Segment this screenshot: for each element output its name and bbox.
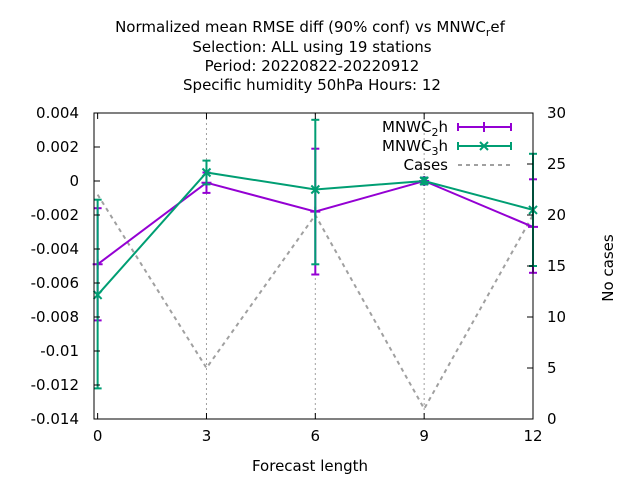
y2-axis-label: No cases	[599, 234, 617, 302]
legend-label-subscript: 2	[431, 126, 438, 139]
x-tick-label: 6	[311, 427, 321, 445]
y2-tick-label: 25	[547, 155, 566, 173]
x-tick-label: 9	[419, 427, 429, 445]
title-ref-subscript: r	[486, 26, 491, 39]
y2-tick-label: 5	[547, 359, 557, 377]
y-tick-label: 0.004	[36, 104, 79, 122]
title-line-3: Period: 20220822-20220912	[205, 57, 420, 75]
legend-label-base: MNWC	[382, 118, 431, 136]
legend-label-subscript: 3	[431, 145, 438, 158]
legend-label-base: MNWC	[382, 137, 431, 155]
y2-tick-label: 20	[547, 206, 566, 224]
y-tick-label: 0	[69, 172, 79, 190]
title-ref-tail: ef	[490, 18, 505, 36]
x-tick-label: 12	[523, 427, 542, 445]
y-tick-label: -0.002	[31, 206, 79, 224]
axes: 0 3 6 9 12 0.004 0.002 0 -0.002 -0.004 -0.006 -0.00…	[31, 104, 566, 445]
y-tick-label: -0.004	[31, 240, 79, 258]
y-tick-label: -0.008	[31, 308, 79, 326]
legend-label-tail: h	[438, 118, 448, 136]
data-point	[419, 176, 429, 186]
data-point	[92, 290, 103, 300]
y2-tick-label: 15	[547, 257, 566, 275]
y2-tick-label: 30	[547, 104, 566, 122]
y-tick-label: 0.002	[36, 138, 79, 156]
y2-tick-label: 0	[547, 410, 557, 428]
data-point	[201, 167, 212, 178]
legend-label: MNWC2h	[382, 118, 448, 139]
plot-frame	[93, 112, 534, 420]
title-line-4: Specific humidity 50hPa Hours: 12	[183, 76, 441, 94]
x-tick-label: 3	[202, 427, 212, 445]
data-point	[479, 122, 489, 132]
data-point	[479, 141, 489, 151]
data-point	[310, 184, 321, 195]
y-tick-label: -0.006	[31, 274, 79, 292]
y2-tick-label: 10	[547, 308, 566, 326]
x-axis-label: Forecast length	[252, 457, 368, 475]
title-line-1: Normalized mean RMSE diff (90% conf) vs …	[115, 18, 506, 39]
x-tick-label: 0	[93, 427, 103, 445]
legend-label-tail: h	[438, 137, 448, 155]
y-tick-label: -0.012	[31, 376, 79, 394]
title-line-2: Selection: ALL using 19 stations	[192, 38, 431, 56]
y-tick-label: -0.014	[31, 410, 79, 428]
legend-label: MNWC3h	[382, 137, 448, 158]
legend-label: Cases	[403, 156, 448, 174]
y-tick-label: -0.01	[40, 342, 79, 360]
chart-title: Normalized mean RMSE diff (90% conf) vs …	[115, 18, 506, 94]
